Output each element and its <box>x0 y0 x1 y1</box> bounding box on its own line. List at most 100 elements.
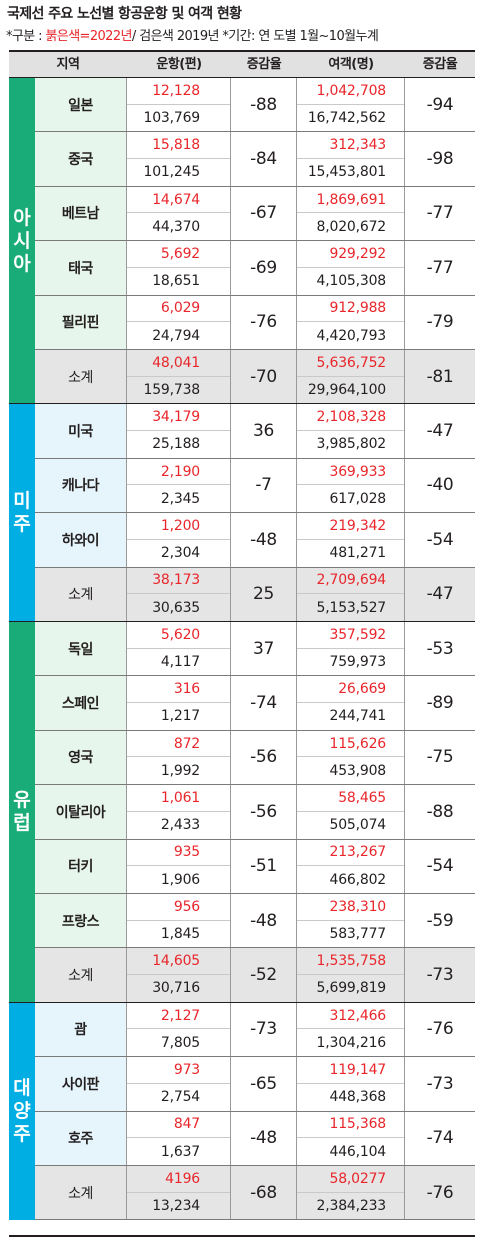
legend-note: *구분 : 붉은색=2022년/ 검은색 2019년 *기간: 연 도별 1월~… <box>6 25 379 44</box>
region-char: 유 <box>13 789 31 812</box>
passengers-cell: 1,869,691 8,020,672 <box>297 186 405 241</box>
table-row: 터키 935 1,906 -51 213,267 466,802 -54 <box>35 839 475 894</box>
city-name: 일본 <box>35 78 127 132</box>
region-char: 대 <box>13 1077 31 1100</box>
passengers-2019: 481,271 <box>329 545 387 562</box>
table-row: 하와이 1,200 2,304 -48 219,342 481,271 -54 <box>35 513 475 568</box>
passengers-2022: 369,933 <box>297 459 404 486</box>
region-char: 아 <box>13 206 31 229</box>
city-name: 호주 <box>35 1111 127 1165</box>
passengers-change: -54 <box>405 513 475 567</box>
flights-cell: 2,190 2,345 <box>127 458 231 513</box>
passengers-cell: 238,310 583,777 <box>297 894 405 948</box>
passengers-2022: 912,988 <box>297 296 404 323</box>
flights-change: -56 <box>231 730 297 785</box>
passengers-cell: 219,342 481,271 <box>297 513 405 567</box>
flights-change: -7 <box>231 458 297 513</box>
passengers-2019: 453,908 <box>329 762 387 779</box>
passengers-cell: 312,343 15,453,801 <box>297 132 405 186</box>
passengers-2019: 8,020,672 <box>316 218 387 235</box>
flights-2019: 13,234 <box>152 1198 200 1215</box>
passengers-change: -88 <box>405 785 475 839</box>
flights-2019: 7,805 <box>160 1034 200 1051</box>
passengers-2019: 16,742,562 <box>307 110 386 127</box>
passengers-2019: 1,304,216 <box>316 1034 387 1051</box>
passengers-2019: 446,104 <box>329 1143 387 1160</box>
flights-2022: 872 <box>127 731 230 758</box>
flights-cell: 872 1,992 <box>127 730 231 785</box>
flights-change: -48 <box>231 513 297 567</box>
passengers-cell: 2,108,328 3,985,802 <box>297 404 405 458</box>
passengers-2022: 238,310 <box>297 894 404 921</box>
passengers-change: -77 <box>405 186 475 241</box>
page-title: 국제선 주요 노선별 항공운항 및 여객 현황 <box>7 6 242 22</box>
table-row: 필리핀 6,029 24,794 -76 912,988 4,420,793 -79 <box>35 295 475 350</box>
city-name: 프랑스 <box>35 894 127 948</box>
flights-2022: 973 <box>127 1057 230 1084</box>
flights-change: -52 <box>231 948 297 1002</box>
header-passengers-change: 증감율 <box>422 57 458 72</box>
header-flights-change: 증감율 <box>246 57 282 72</box>
flights-2019: 1,906 <box>160 871 200 888</box>
flights-change: 37 <box>231 622 297 676</box>
table-row: 스페인 316 1,217 -74 26,669 244,741 -89 <box>35 676 475 731</box>
flights-cell: 38,173 30,635 <box>127 567 231 621</box>
passengers-2019: 244,741 <box>329 708 387 725</box>
passengers-2022: 213,267 <box>297 840 404 867</box>
flights-2019: 44,370 <box>152 218 200 235</box>
region-char: 시 <box>13 229 31 252</box>
flights-cell: 6,029 24,794 <box>127 295 231 349</box>
flights-2022: 15,818 <box>127 132 230 160</box>
flights-2019: 1,992 <box>160 762 200 779</box>
passengers-cell: 912,988 4,420,793 <box>297 295 405 349</box>
flights-cell: 12,128 103,769 <box>127 78 231 132</box>
flights-cell: 34,179 25,188 <box>127 404 231 458</box>
table-row: 이탈리아 1,061 2,433 -56 58,465 505,074 -88 <box>35 785 475 840</box>
flights-2022: 5,620 <box>127 622 230 649</box>
flights-cell: 5,620 4,117 <box>127 622 231 676</box>
passengers-change: -59 <box>405 894 475 948</box>
flights-2019: 24,794 <box>152 327 200 344</box>
flights-2022: 38,173 <box>127 568 230 595</box>
passengers-2022: 219,342 <box>297 513 404 540</box>
passengers-2022: 119,147 <box>297 1057 404 1084</box>
passengers-2019: 466,802 <box>329 871 387 888</box>
passengers-2019: 505,074 <box>329 817 387 834</box>
passengers-2019: 617,028 <box>329 490 387 507</box>
flights-change: -68 <box>231 1166 297 1220</box>
flights-cell: 2,127 7,805 <box>127 1002 231 1057</box>
city-name: 터키 <box>35 839 127 893</box>
passengers-2022: 58,465 <box>297 785 404 812</box>
passengers-2022: 1,869,691 <box>297 187 404 214</box>
passengers-cell: 1,042,708 16,742,562 <box>297 78 405 132</box>
flights-cell: 316 1,217 <box>127 676 231 730</box>
legend-prefix: *구분 : <box>6 29 46 44</box>
passengers-change: -75 <box>405 730 475 785</box>
city-name: 하와이 <box>35 513 127 567</box>
passengers-2022: 312,466 <box>297 1003 404 1030</box>
table-row: 영국 872 1,992 -56 115,626 453,908 -75 <box>35 730 475 786</box>
subtotal-row: 소계 38,173 30,635 25 2,709,694 5,153,527 -47 <box>35 567 475 622</box>
passengers-change: -77 <box>405 241 475 295</box>
passengers-2019: 29,964,100 <box>307 382 386 399</box>
table-row: 태국 5,692 18,651 -69 929,292 4,105,308 -77 <box>35 241 475 296</box>
legend-red-label: 붉은색=2022년 <box>45 29 132 44</box>
flights-cell: 1,200 2,304 <box>127 513 231 567</box>
legend-rest: / 검은색 2019년 *기간: 연 도별 1월~10월누계 <box>131 29 379 44</box>
flights-cell: 15,818 101,245 <box>127 132 231 186</box>
flights-2019: 2,345 <box>160 490 200 507</box>
flights-2022: 935 <box>127 840 230 867</box>
passengers-cell: 119,147 448,368 <box>297 1057 405 1111</box>
flights-change: -88 <box>231 78 297 132</box>
passengers-change: -53 <box>405 622 475 676</box>
flights-2022: 14,674 <box>127 187 230 214</box>
city-name: 소계 <box>35 1166 127 1220</box>
flights-2019: 101,245 <box>143 164 201 181</box>
passengers-2022: 2,709,694 <box>297 568 404 595</box>
flights-change: -65 <box>231 1057 297 1111</box>
city-name: 사이판 <box>35 1057 127 1111</box>
passengers-2019: 2,384,233 <box>316 1198 387 1215</box>
flights-2022: 4196 <box>127 1166 230 1193</box>
flights-2022: 6,029 <box>127 296 230 323</box>
flights-cell: 935 1,906 <box>127 839 231 893</box>
